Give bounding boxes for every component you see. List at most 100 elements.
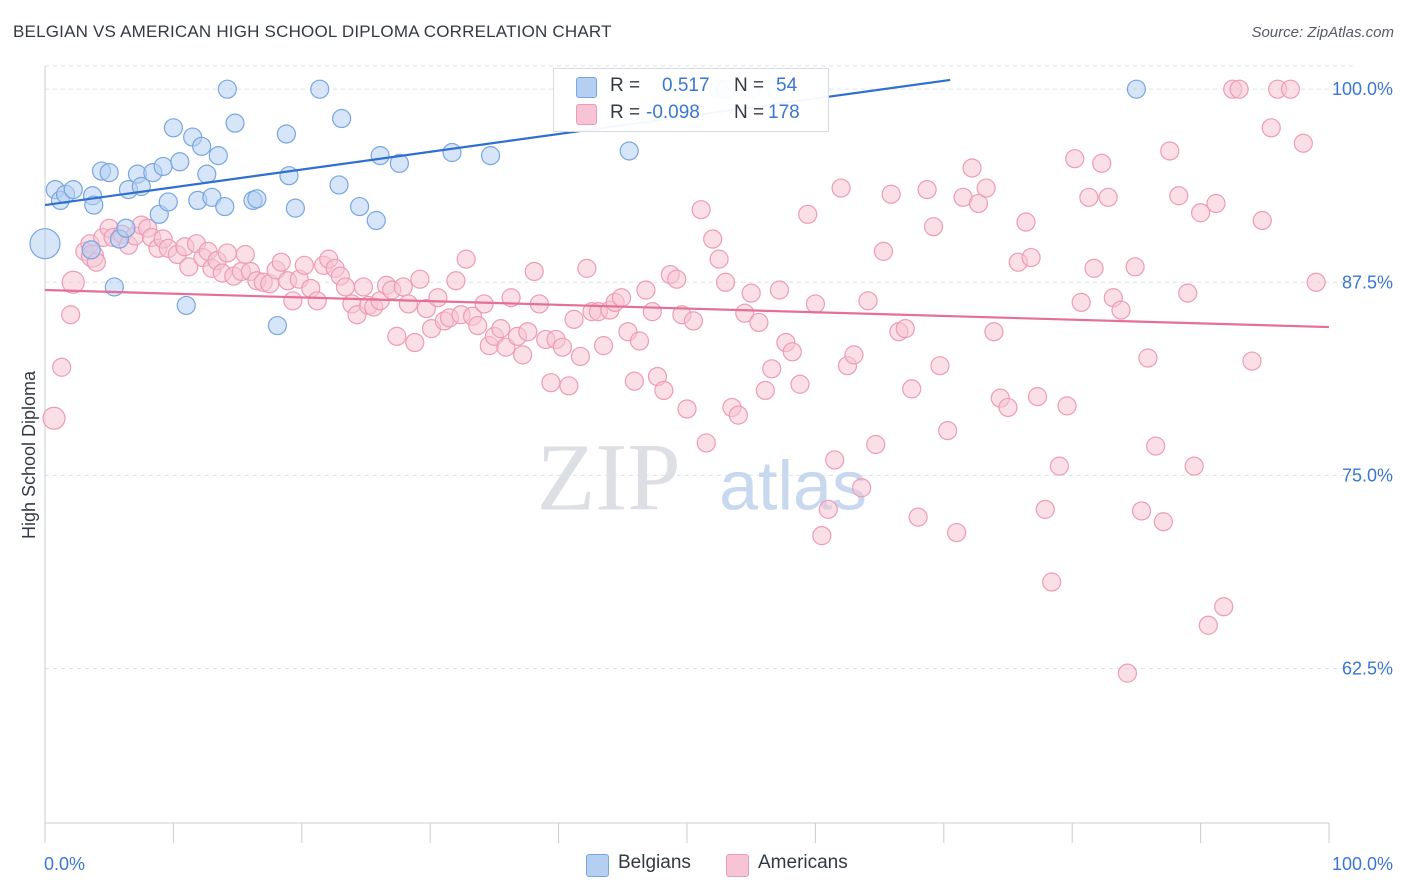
american-point: [541, 373, 561, 393]
american-point: [1027, 387, 1048, 407]
belgian-point: [176, 295, 196, 316]
american-point: [962, 158, 982, 178]
legend-row-americans: R = -0.098 N = 178: [554, 101, 828, 127]
american-point: [1184, 456, 1204, 476]
watermark-zip: ZIP: [537, 423, 681, 530]
label-layer: 100.0% 87.5% 75.0% 62.5% 0.0% 100.0% High Scho…: [19, 79, 1393, 874]
american-point: [235, 244, 255, 265]
american-point: [593, 336, 614, 356]
american-point: [1065, 149, 1085, 169]
belgian-point: [81, 240, 101, 260]
american-point: [1138, 348, 1158, 368]
belgian-point: [99, 162, 119, 183]
american-point: [52, 357, 72, 377]
american-point: [1079, 187, 1099, 207]
americans-swatch: [576, 104, 597, 125]
american-point: [1178, 283, 1198, 303]
american-point: [667, 269, 687, 289]
american-point: [524, 261, 544, 282]
belgian-point: [349, 196, 370, 217]
american-point: [307, 291, 327, 311]
american-point: [1071, 292, 1091, 312]
american-point: [709, 249, 729, 269]
american-point: [917, 179, 937, 200]
belgian-point: [63, 179, 83, 200]
chart-title: BELGIAN VS AMERICAN HIGH SCHOOL DIPLOMA …: [13, 22, 612, 41]
american-point: [852, 478, 872, 498]
americans-legend-label: Americans: [758, 852, 848, 873]
y-axis-label: High School Diploma: [19, 370, 39, 539]
belgian-point: [1126, 79, 1147, 99]
american-point: [61, 270, 85, 294]
american-point: [410, 269, 430, 289]
american-point: [1242, 351, 1262, 371]
american-point: [1206, 193, 1226, 214]
y-tick-label: 75.0%: [1342, 465, 1393, 485]
belgian-point: [208, 146, 228, 166]
american-point: [629, 331, 650, 351]
american-point: [1057, 396, 1077, 416]
american-point: [1131, 501, 1152, 521]
x-tick-label: 0.0%: [44, 854, 85, 874]
american-point: [1306, 272, 1326, 292]
american-point: [61, 305, 81, 325]
belgian-point: [285, 198, 305, 218]
american-point: [405, 332, 425, 353]
belgian-point: [276, 124, 296, 144]
americans-trend-line: [44, 288, 1330, 329]
american-point: [782, 342, 802, 362]
american-point: [998, 397, 1018, 418]
american-point: [691, 200, 711, 220]
legend-belgians-n: 54: [776, 75, 798, 96]
belgian-point: [247, 189, 267, 209]
american-point: [446, 271, 466, 291]
belgians-legend-label: Belgians: [618, 852, 691, 873]
american-point: [1021, 247, 1041, 268]
american-point: [715, 272, 736, 292]
belgian-point: [217, 79, 237, 99]
american-point: [984, 322, 1004, 342]
belgians-swatch: [576, 77, 597, 98]
belgian-point: [158, 192, 178, 212]
american-point: [1252, 210, 1272, 231]
american-point: [353, 277, 374, 297]
american-point: [577, 258, 597, 278]
american-point: [858, 291, 878, 311]
american-point: [1035, 499, 1055, 519]
source-label: Source: ZipAtlas.com: [1251, 24, 1394, 41]
american-point: [271, 252, 291, 272]
american-point: [393, 277, 413, 297]
american-point: [456, 249, 476, 269]
american-point: [468, 315, 488, 336]
belgian-point: [116, 218, 136, 238]
belgian-point: [197, 164, 217, 184]
american-point: [749, 312, 769, 333]
american-point: [552, 337, 573, 357]
belgian-point: [329, 175, 349, 195]
american-point: [677, 399, 697, 419]
legend-n-label: N =: [734, 75, 765, 96]
legend-americans-r: -0.098: [646, 102, 700, 123]
legend-r-label: R =: [610, 75, 641, 96]
american-point: [923, 217, 944, 237]
american-point: [1190, 203, 1211, 223]
american-point: [1280, 79, 1301, 99]
american-point: [1214, 597, 1234, 617]
american-point: [398, 294, 418, 314]
belgian-point: [366, 210, 386, 231]
american-point: [1198, 615, 1218, 635]
american-point: [559, 376, 579, 396]
legend-n-label: N =: [734, 102, 765, 123]
american-point: [762, 359, 782, 379]
americans-legend-swatch: [726, 854, 749, 877]
american-point: [1153, 512, 1173, 532]
belgian-point: [192, 136, 212, 156]
belgian-point: [480, 146, 501, 166]
correlation-legend: R = 0.517 N = 54 R = -0.098 N = 178: [553, 68, 829, 132]
american-point: [518, 322, 538, 342]
y-tick-label: 100.0%: [1332, 79, 1393, 99]
belgians-legend-swatch: [586, 854, 609, 877]
american-point: [696, 433, 716, 453]
belgian-point: [225, 113, 245, 133]
american-point: [902, 379, 922, 399]
